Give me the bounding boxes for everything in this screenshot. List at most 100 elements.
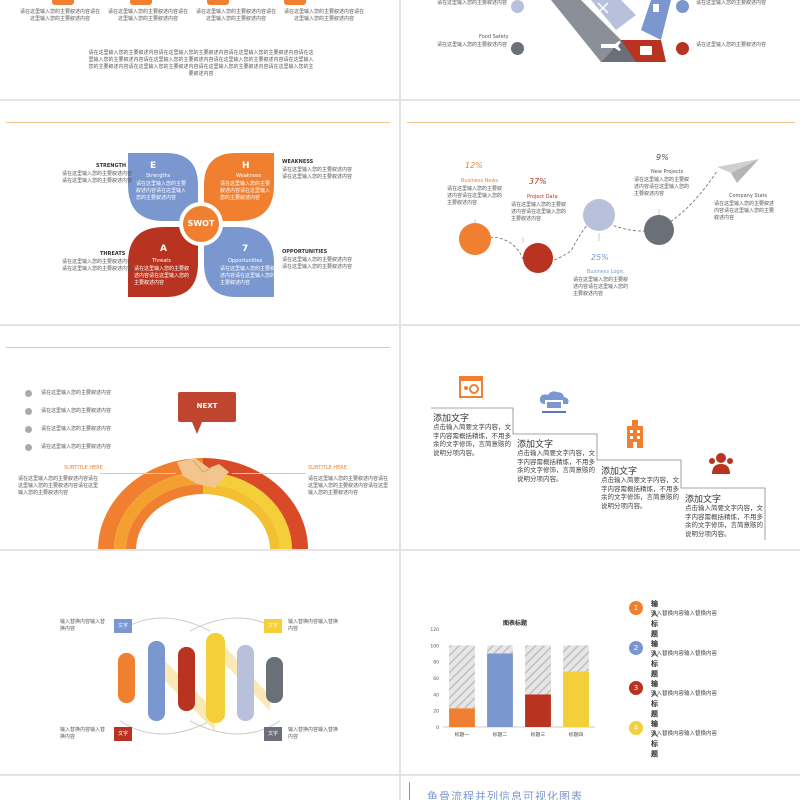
arrow-right — [232, 473, 306, 474]
title-3: Business Logic — [587, 269, 624, 275]
desc-2: 请在这里输入您的主要叙述内容请在这里输入您的主要叙述内容 — [511, 202, 567, 222]
tag-tr: 文字 — [264, 619, 282, 633]
slide-bottom-left[interactable] — [0, 776, 399, 800]
step-tab-1 — [52, 0, 74, 5]
pill-gray — [266, 657, 283, 703]
subtitle-right: SUBTITLE HERE — [308, 465, 347, 471]
check-item: 请在这里输入您的主要叙述内容 — [25, 438, 111, 456]
slide-bottom-right[interactable]: 鱼骨流程并列信息可视化图表 — [401, 776, 800, 800]
desc-3: 请在这里输入您的主要叙述内容请在这里输入您的主要叙述内容 — [573, 277, 629, 297]
pill-orange — [118, 653, 135, 703]
slide-staircase[interactable]: 添加文字 点击输入简要文字内容，文字内容需概括精炼，不用多余的文字修饰，言简意赅… — [401, 326, 800, 549]
x-tick-label: 标题二 — [493, 731, 508, 738]
pill-yellow — [206, 633, 225, 723]
ribbon-label-bottom: 请在这里输入您的主要叙述内容 — [437, 42, 508, 48]
y-tick-label: 40 — [433, 692, 439, 698]
step-title-3: 添加文字 — [601, 467, 638, 477]
pill-blue — [148, 641, 165, 721]
pct-1: 12% — [465, 161, 483, 170]
bar-value-2 — [487, 653, 513, 727]
pill-red — [178, 647, 195, 711]
building-icon — [627, 420, 643, 448]
strength-label: STRENGTH — [96, 163, 127, 169]
arrow-left — [100, 473, 176, 474]
swot-w-text: 请在这里输入您的主要叙述内容请在这里输入您的主要叙述内容 — [220, 181, 271, 201]
title-2: Project Data — [527, 194, 558, 200]
node-red — [523, 243, 553, 273]
pct-3: 25% — [591, 253, 609, 262]
step-body-1: 点击输入简要文字内容，文字内容需概括精炼，不用多余的文字修饰，言简意赅的说明分项… — [433, 423, 511, 457]
step-body-3: 点击输入简要文字内容，文字内容需概括精炼，不用多余的文字修饰，言简意赅的说明分项… — [601, 476, 679, 510]
top-rule — [6, 347, 390, 348]
tag-tl: 文字 — [114, 619, 132, 633]
plane-icon — [601, 41, 621, 51]
slide-ribbon-icons[interactable]: 请在这里输入您的主要叙述内容 Food Safety 请在这里输入您的主要叙述内… — [401, 0, 800, 99]
dot-gray-left — [511, 42, 524, 55]
ribbon-label-top: 请在这里输入您的主要叙述内容 — [437, 0, 508, 6]
step-title-2: 添加文字 — [517, 440, 554, 450]
map-icon — [640, 46, 652, 55]
ribbon-right-label-bottom: 请在这里输入您的主要叙述内容 — [696, 42, 767, 48]
team-icon — [709, 453, 733, 474]
step-text-1: 请在这里输入您的主要叙述内容请在这里输入您的主要叙述内容 — [20, 9, 101, 22]
desc-5: 请在这里输入您的主要叙述内容请在这里输入您的主要叙述内容 — [714, 201, 775, 221]
check-icon — [25, 389, 32, 397]
y-tick-label: 20 — [433, 709, 439, 715]
bar-remainder-2 — [487, 645, 513, 654]
title-4: New Projects — [651, 169, 684, 175]
petal-weakness — [204, 153, 274, 221]
check-list: 请在这里输入您的主要叙述内容 请在这里输入您的主要叙述内容 请在这里输入您的主要… — [25, 384, 111, 456]
staircase-lines — [431, 407, 766, 540]
check-item: 请在这里输入您的主要叙述内容 — [25, 420, 111, 438]
title-1: Business News — [461, 178, 499, 184]
step-title-1: 添加文字 — [433, 414, 470, 424]
pct-2: 37% — [529, 177, 547, 186]
step-text-2: 请在这里输入您的主要叙述内容请在这里输入您的主要叙述内容 — [108, 9, 189, 22]
ribbon-label-title: Food Safety — [479, 34, 509, 40]
next-bubble — [178, 392, 236, 422]
slide-stacked-chart[interactable]: 图表标题 0 20 40 60 80 100 120 标题一 标题二 标题三 标题四 1 输入标题 … — [401, 551, 800, 774]
weakness-text: 请在这里输入您的主要叙述内容请在这里输入您的主要叙述内容 — [282, 167, 353, 180]
slide-pill-bars[interactable]: 输入替换内容输入替换内容 文字 文字 输入替换内容输入替换内容 输入替换内容输入… — [0, 551, 399, 774]
page-title: 鱼骨流程并列信息可视化图表 — [427, 790, 583, 800]
legend-number-badge: 2 — [629, 641, 643, 655]
petal-strength — [128, 153, 198, 221]
swot-s-text: 请在这里输入您的主要叙述内容请在这里输入您的主要叙述内容 — [136, 181, 187, 201]
swot-t-letter: A — [160, 244, 167, 254]
swot-t-title: Threats — [152, 258, 171, 264]
bar-value-3 — [525, 694, 551, 727]
swot-o-text: 请在这里输入您的主要叙述内容请在这里输入您的主要叙述内容 — [220, 266, 276, 286]
slide-handshake[interactable]: 请在这里输入您的主要叙述内容 请在这里输入您的主要叙述内容 请在这里输入您的主要… — [0, 326, 399, 549]
subtitle-right-text: 请在这里输入您的主要叙述内容请在这里输入您的主要叙述内容请在这里输入您的主要叙述… — [308, 476, 389, 496]
swot-center — [183, 206, 219, 242]
utensils-icon — [597, 2, 609, 14]
swot-w-title: Weakness — [236, 173, 262, 179]
handshake-icon — [177, 458, 229, 488]
slide-diamond-steps[interactable]: 请在这里输入您的主要叙述内容请在这里输入您的主要叙述内容 请在这里输入您的主要叙… — [0, 0, 399, 99]
bar-text-br: 输入替换内容输入替换内容 — [288, 727, 339, 740]
swot-graphic — [128, 153, 274, 297]
step-text-3: 请在这里输入您的主要叙述内容请在这里输入您的主要叙述内容 — [196, 9, 277, 22]
y-tick-label: 60 — [433, 676, 439, 682]
swot-w-letter: H — [242, 161, 250, 171]
x-tick-label: 标题三 — [531, 731, 546, 738]
step-title-4: 添加文字 — [685, 495, 722, 505]
bar-text-tr: 输入替换内容输入替换内容 — [288, 619, 339, 632]
cloud-laptop-icon — [539, 391, 569, 413]
node-orange — [459, 223, 491, 255]
chart-title: 图表标题 — [503, 619, 528, 627]
title-5: Company Stats — [729, 193, 768, 199]
summary-paragraph: 请在这里输入您的主要叙述内容请在这里输入您的主要叙述内容请在这里输入您的主要叙述… — [88, 50, 314, 77]
slide-swot[interactable]: SWOT E Strengths 请在这里输入您的主要叙述内容请在这里输入您的主… — [0, 101, 399, 324]
weakness-label: WEAKNESS — [282, 159, 314, 165]
y-tick-label: 120 — [430, 627, 439, 633]
petal-opportunities — [204, 227, 274, 297]
dot-blue-right — [676, 0, 689, 13]
swot-s-letter: E — [150, 161, 157, 171]
subtitle-left: SUBTITLE HERE — [64, 465, 103, 471]
slide-timeline[interactable]: 12% Business News 请在这里输入您的主要叙述内容请在这里输入您的… — [401, 101, 800, 324]
top-rule — [407, 122, 795, 123]
y-tick-label: 0 — [436, 725, 439, 731]
check-icon — [25, 407, 32, 415]
node-lightblue — [583, 199, 615, 231]
